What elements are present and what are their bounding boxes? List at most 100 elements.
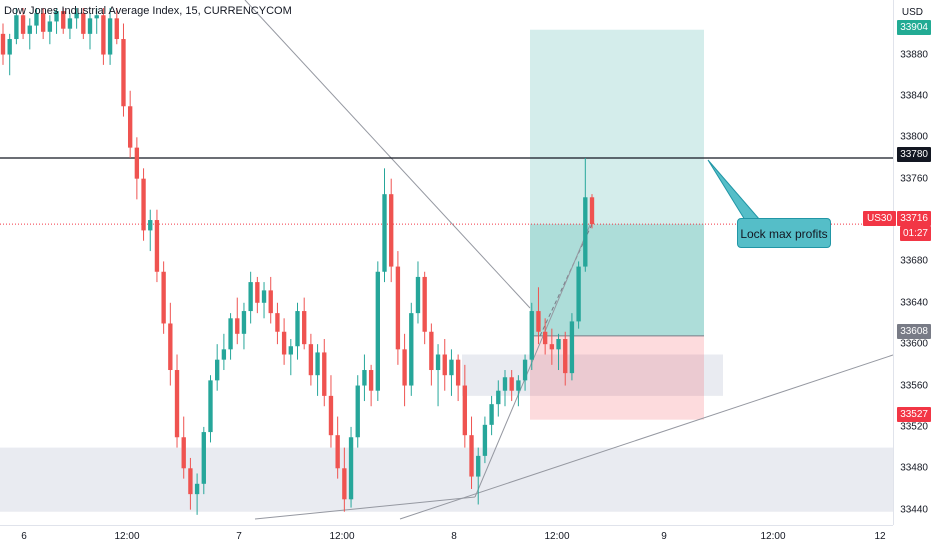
candle-body <box>502 377 508 391</box>
demand-zone <box>0 447 893 512</box>
candle-body <box>168 323 173 371</box>
time-tick-label: 6 <box>21 531 27 542</box>
countdown-tag: 01:27 <box>899 226 931 241</box>
candle-body <box>87 18 93 34</box>
candle-body <box>94 15 99 19</box>
candle-body <box>576 266 581 322</box>
impulse-trendline <box>474 224 591 498</box>
candle-body <box>107 18 113 55</box>
candle-body <box>322 352 327 396</box>
time-tick-label: 8 <box>451 531 457 542</box>
time-tick-label: 12 <box>874 531 886 542</box>
candle-body <box>348 437 354 500</box>
candle-body <box>255 282 260 303</box>
candle-body <box>395 266 401 350</box>
candle-body <box>188 468 193 495</box>
chart-area[interactable]: Dow Jones Industrial Average Index, 15, … <box>0 0 893 525</box>
candle-body <box>40 13 46 32</box>
candle-body <box>429 331 434 371</box>
price-tick-label: 33480 <box>900 462 928 474</box>
candle-body <box>362 370 367 386</box>
candle-body <box>496 390 501 405</box>
loss-zone <box>530 335 704 420</box>
candle-body <box>261 290 267 303</box>
price-tick-label: 33640 <box>900 297 928 309</box>
candle-body <box>536 311 541 332</box>
candle-body <box>134 147 140 179</box>
candle-body <box>121 39 126 107</box>
candle-body <box>509 377 514 391</box>
time-tick-label: 12:00 <box>544 531 570 542</box>
callout-pointer <box>707 159 762 221</box>
candle-body <box>34 13 39 26</box>
price-tick-label: 33680 <box>900 255 928 267</box>
candle-body <box>415 276 421 314</box>
candlestick-chart[interactable] <box>0 0 893 525</box>
candle-body <box>469 435 474 477</box>
candle-body <box>328 395 334 436</box>
time-axis[interactable]: 6 12:00 7 12:00 8 12:00 9 12:00 12 <box>0 525 893 551</box>
candle-body <box>174 370 180 438</box>
descending-trendline <box>244 0 531 309</box>
candle-body <box>375 271 380 391</box>
candle-body <box>288 346 293 355</box>
candle-body <box>342 468 347 500</box>
candle-body <box>127 106 133 148</box>
candle-body <box>20 15 26 34</box>
time-tick-label: 12:00 <box>114 531 140 542</box>
candle-body <box>208 380 213 433</box>
candle-body <box>228 318 233 350</box>
candle-body <box>389 194 394 267</box>
entry-price-tag: 33608 <box>897 324 931 339</box>
candle-body <box>522 359 528 381</box>
candle-body <box>455 359 461 386</box>
candle-body <box>0 33 6 55</box>
time-tick-label: 9 <box>661 531 667 542</box>
stop-price-tag: 33527 <box>897 407 931 422</box>
chart-title: Dow Jones Industrial Average Index, 15, … <box>4 5 292 17</box>
candle-body <box>368 370 374 391</box>
candle-body <box>482 424 488 456</box>
open-profit-zone <box>530 224 704 336</box>
candle-body <box>355 385 360 438</box>
time-tick-label: 7 <box>236 531 242 542</box>
candle-body <box>335 435 340 469</box>
current-price-tag: 33716 <box>897 211 931 226</box>
candle-body <box>382 194 387 272</box>
candle-body <box>308 344 314 376</box>
candle-body <box>489 404 494 425</box>
candle-body <box>302 311 307 345</box>
time-tick-label: 12:00 <box>760 531 786 542</box>
candle-body <box>141 178 146 231</box>
candle-body <box>409 313 414 386</box>
price-tick-label: 33560 <box>900 380 928 392</box>
price-axis[interactable]: USD 338803384033800337603372033680336403… <box>893 0 932 525</box>
candle-body <box>201 432 206 484</box>
price-tick-label: 33880 <box>900 49 928 61</box>
candle-body <box>402 349 407 386</box>
candle-body <box>516 380 521 391</box>
candle-body <box>114 18 119 40</box>
candle-body <box>248 282 253 312</box>
candle-body <box>422 276 427 332</box>
candle-body <box>476 455 481 477</box>
candle-body <box>281 331 287 355</box>
candle-body <box>268 290 273 314</box>
candle-body <box>221 349 227 360</box>
candle-body <box>549 344 555 350</box>
annotation-callout[interactable]: Lock max profits <box>737 218 831 248</box>
candle-body <box>569 321 575 374</box>
candle-body <box>241 311 247 334</box>
candle-body <box>161 271 166 324</box>
price-tick-label: 33600 <box>900 338 928 350</box>
candle-body <box>462 385 468 436</box>
bottom-trendline <box>254 496 476 520</box>
candle-body <box>14 15 19 40</box>
candle-body <box>449 359 454 376</box>
candle-body <box>589 197 595 225</box>
candle-body <box>442 354 447 376</box>
price-tick-label: 33520 <box>900 421 928 433</box>
candle-body <box>61 11 66 29</box>
price-tick-label: 33800 <box>900 131 928 143</box>
candle-body <box>435 354 441 371</box>
